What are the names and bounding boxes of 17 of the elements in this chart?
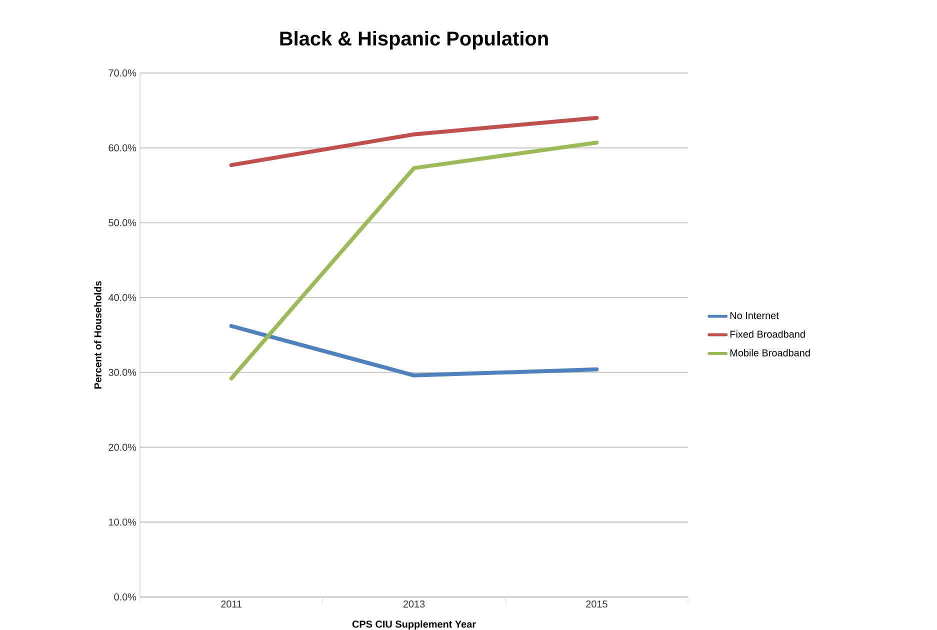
y-tick-label: 0.0% xyxy=(114,593,136,601)
legend-label: Fixed Broadband xyxy=(730,330,805,338)
x-axis-title: CPS CIU Supplement Year xyxy=(352,620,476,630)
x-tick-label: 2011 xyxy=(221,600,242,608)
y-tick-label: 50.0% xyxy=(108,219,136,226)
y-tick-label: 40.0% xyxy=(108,294,136,302)
y-tick-label: 70.0% xyxy=(108,69,136,77)
y-tick-label: 20.0% xyxy=(108,444,136,451)
y-axis-title: Percent of Households xyxy=(94,281,102,389)
legend-label: No Internet xyxy=(730,312,779,320)
y-tick-label: 10.0% xyxy=(109,518,136,526)
x-tick-label: 2013 xyxy=(403,600,425,608)
chart-title: Black & Hispanic Population xyxy=(280,30,548,50)
x-tick-label: 2015 xyxy=(586,600,608,608)
y-tick-label: 30.0% xyxy=(108,368,136,376)
y-tick-label: 60.0% xyxy=(108,144,136,152)
legend-label: Mobile Broadband xyxy=(730,349,810,356)
